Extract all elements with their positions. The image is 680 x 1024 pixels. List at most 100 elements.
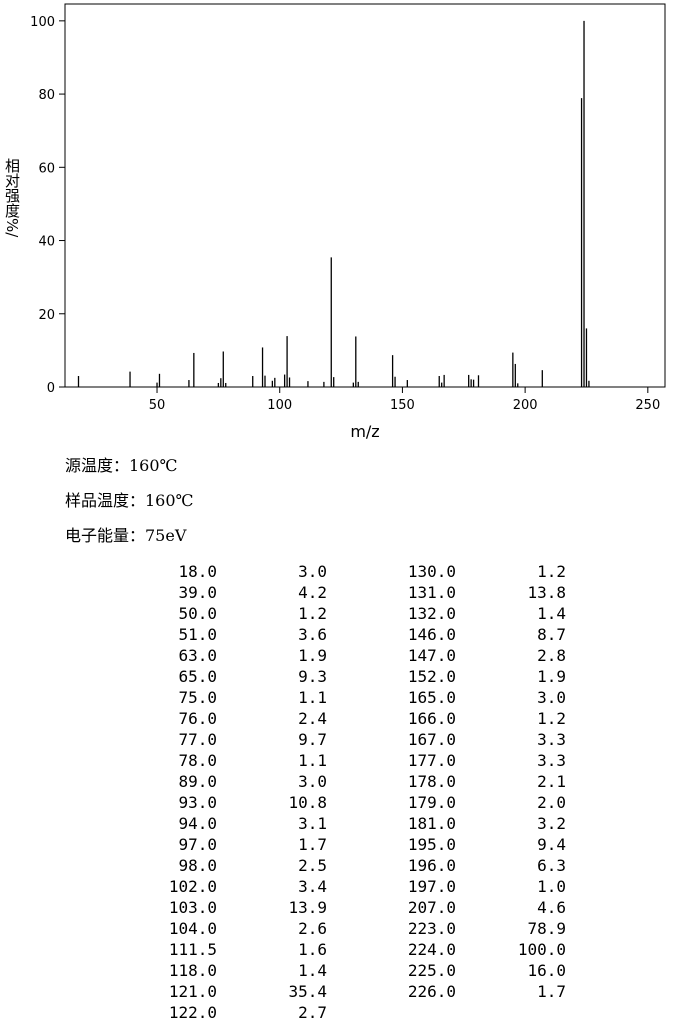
info-line: 电子能量：75eV <box>65 526 187 545</box>
mz-cell: 118.0 <box>169 961 217 980</box>
mz-cell: 132.0 <box>408 604 456 623</box>
plot-frame <box>64 3 666 388</box>
intensity-cell: 1.4 <box>537 604 566 623</box>
intensity-cell: 1.7 <box>298 835 327 854</box>
y-tick-label: 60 <box>38 161 55 176</box>
mz-cell: 97.0 <box>178 835 217 854</box>
intensity-cell: 8.7 <box>537 625 566 644</box>
intensity-cell: 3.3 <box>537 751 566 770</box>
mz-cell: 102.0 <box>169 877 217 896</box>
intensity-cell: 78.9 <box>527 919 566 938</box>
intensity-cell: 16.0 <box>527 961 566 980</box>
mz-cell: 94.0 <box>178 814 217 833</box>
y-tick-label: 100 <box>30 15 55 30</box>
mz-cell: 121.0 <box>169 982 217 1001</box>
mz-cell: 111.5 <box>169 940 217 959</box>
intensity-cell: 10.8 <box>288 793 327 812</box>
info-line: 样品温度：160℃ <box>65 491 193 510</box>
intensity-cell: 1.7 <box>537 982 566 1001</box>
intensity-cell: 13.8 <box>527 583 566 602</box>
mz-cell: 18.0 <box>178 562 217 581</box>
intensity-cell: 9.4 <box>537 835 566 854</box>
intensity-cell: 100.0 <box>518 940 566 959</box>
mz-cell: 225.0 <box>408 961 456 980</box>
mz-cell: 50.0 <box>178 604 217 623</box>
mz-cell: 103.0 <box>169 898 217 917</box>
x-tick-label: 50 <box>149 398 166 413</box>
mz-cell: 178.0 <box>408 772 456 791</box>
mz-cell: 167.0 <box>408 730 456 749</box>
intensity-cell: 1.1 <box>298 751 327 770</box>
mz-cell: 51.0 <box>178 625 217 644</box>
intensity-cell: 3.0 <box>298 562 327 581</box>
intensity-cell: 2.6 <box>298 919 327 938</box>
y-axis-label: 相对强度%/ <box>3 158 21 238</box>
mz-cell: 165.0 <box>408 688 456 707</box>
intensity-cell: 3.0 <box>537 688 566 707</box>
mz-cell: 93.0 <box>178 793 217 812</box>
intensity-cell: 1.9 <box>298 646 327 665</box>
mz-cell: 146.0 <box>408 625 456 644</box>
mz-cell: 130.0 <box>408 562 456 581</box>
intensity-cell: 2.1 <box>537 772 566 791</box>
mz-cell: 77.0 <box>178 730 217 749</box>
intensity-cell: 3.4 <box>298 877 327 896</box>
mz-cell: 152.0 <box>408 667 456 686</box>
mz-cell: 147.0 <box>408 646 456 665</box>
mz-cell: 197.0 <box>408 877 456 896</box>
x-tick-label: 150 <box>390 398 415 413</box>
mz-cell: 75.0 <box>178 688 217 707</box>
intensity-cell: 4.6 <box>537 898 566 917</box>
intensity-cell: 1.0 <box>537 877 566 896</box>
mz-cell: 131.0 <box>408 583 456 602</box>
intensity-cell: 6.3 <box>537 856 566 875</box>
mz-cell: 76.0 <box>178 709 217 728</box>
intensity-cell: 1.6 <box>298 940 327 959</box>
mz-cell: 89.0 <box>178 772 217 791</box>
mz-cell: 122.0 <box>169 1003 217 1020</box>
mz-cell: 224.0 <box>408 940 456 959</box>
mz-cell: 63.0 <box>178 646 217 665</box>
x-axis-label: m/z <box>350 422 379 441</box>
intensity-cell: 4.2 <box>298 583 327 602</box>
mz-cell: 181.0 <box>408 814 456 833</box>
y-tick-label: 20 <box>38 308 55 323</box>
mz-cell: 207.0 <box>408 898 456 917</box>
intensity-cell: 3.6 <box>298 625 327 644</box>
intensity-cell: 1.1 <box>298 688 327 707</box>
intensity-cell: 3.2 <box>537 814 566 833</box>
mz-cell: 104.0 <box>169 919 217 938</box>
intensity-cell: 2.8 <box>537 646 566 665</box>
mz-cell: 226.0 <box>408 982 456 1001</box>
intensity-cell: 1.4 <box>298 961 327 980</box>
intensity-cell: 13.9 <box>288 898 327 917</box>
x-tick-label: 250 <box>635 398 660 413</box>
info-line: 源温度：160℃ <box>65 456 177 475</box>
mz-cell: 65.0 <box>178 667 217 686</box>
mz-cell: 223.0 <box>408 919 456 938</box>
intensity-cell: 9.7 <box>298 730 327 749</box>
intensity-cell: 35.4 <box>288 982 327 1001</box>
mz-cell: 78.0 <box>178 751 217 770</box>
intensity-cell: 1.2 <box>298 604 327 623</box>
intensity-cell: 3.1 <box>298 814 327 833</box>
intensity-cell: 2.5 <box>298 856 327 875</box>
mz-cell: 166.0 <box>408 709 456 728</box>
y-tick-label: 80 <box>38 88 55 103</box>
mz-cell: 177.0 <box>408 751 456 770</box>
mz-cell: 195.0 <box>408 835 456 854</box>
intensity-cell: 3.3 <box>537 730 566 749</box>
mz-cell: 179.0 <box>408 793 456 812</box>
intensity-cell: 2.0 <box>537 793 566 812</box>
mz-cell: 196.0 <box>408 856 456 875</box>
intensity-cell: 9.3 <box>298 667 327 686</box>
x-tick-label: 200 <box>513 398 538 413</box>
intensity-cell: 2.7 <box>298 1003 327 1020</box>
intensity-cell: 1.2 <box>537 562 566 581</box>
mz-cell: 98.0 <box>178 856 217 875</box>
x-tick-label: 100 <box>267 398 292 413</box>
intensity-cell: 3.0 <box>298 772 327 791</box>
mz-cell: 39.0 <box>178 583 217 602</box>
intensity-cell: 2.4 <box>298 709 327 728</box>
